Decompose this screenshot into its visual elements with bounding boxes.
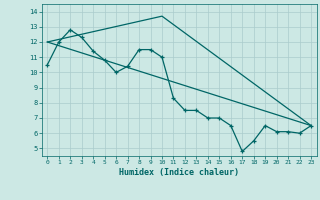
X-axis label: Humidex (Indice chaleur): Humidex (Indice chaleur) bbox=[119, 168, 239, 177]
